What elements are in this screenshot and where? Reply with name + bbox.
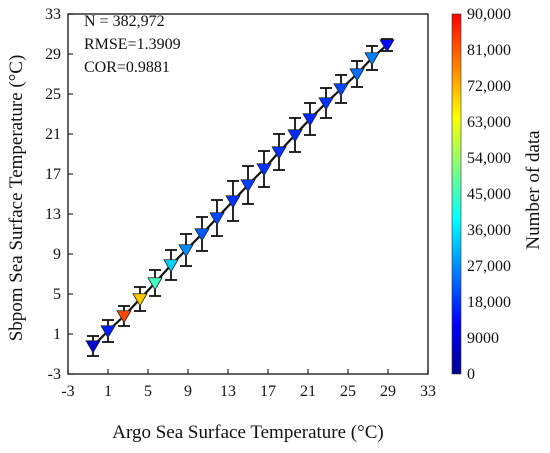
data-point-marker: [178, 244, 194, 258]
x-tick-label: 1: [104, 383, 112, 400]
colorbar-tick-label: 27,000: [467, 258, 511, 275]
y-tick-label: 5: [53, 286, 61, 303]
colorbar-title: Number of data: [523, 130, 544, 250]
annotation-rmse: RMSE=1.3909: [84, 36, 181, 53]
x-tick-label: 25: [340, 383, 356, 400]
y-tick-label: 33: [45, 6, 61, 23]
x-tick-label: 9: [184, 383, 192, 400]
x-axis-title: Argo Sea Surface Temperature (°C): [112, 422, 383, 443]
data-point-marker: [256, 163, 272, 177]
colorbar-tick-label: 9000: [467, 330, 499, 347]
colorbar-tick-label: 18,000: [467, 294, 511, 311]
x-tick-label: 13: [220, 383, 236, 400]
statistics-annotation: N = 382,972 RMSE=1.3909 COR=0.9881: [84, 13, 181, 76]
colorbar-tick-label: 54,000: [467, 150, 511, 167]
x-tick-label: 17: [260, 383, 276, 400]
y-tick-label: 17: [45, 166, 61, 183]
colorbar: 90,000 81,000 72,000 63,000 54,000 45,000 36,0…: [451, 6, 511, 383]
y-tick-label: 1: [53, 326, 61, 343]
data-point-marker: [240, 179, 256, 193]
annotation-correlation: COR=0.9881: [84, 59, 170, 76]
y-tick-label: 13: [45, 206, 61, 223]
x-tick-label: 33: [420, 383, 436, 400]
y-axis-title: Sbpom Sea Surface Temperature (°C): [6, 55, 27, 342]
y-tick-label: -3: [48, 366, 61, 383]
data-point-marker: [379, 39, 395, 53]
data-point-marker: [132, 293, 148, 307]
data-point-marker: [364, 52, 380, 66]
colorbar-tick-label: 36,000: [467, 222, 511, 239]
y-tick-label: 9: [53, 246, 61, 263]
x-tick-label: 5: [144, 383, 152, 400]
y-tick-label: 25: [45, 86, 61, 103]
data-point-marker: [163, 259, 179, 273]
data-point-marker: [147, 277, 163, 291]
y-tick-label: 21: [45, 126, 61, 143]
data-point-marker: [100, 325, 116, 339]
data-point-marker: [318, 97, 334, 111]
data-point-marker: [194, 228, 210, 242]
data-point-marker: [85, 340, 101, 354]
data-point-marker: [116, 310, 132, 324]
data-point-marker: [271, 146, 287, 160]
x-tick-label: -3: [61, 383, 74, 400]
colorbar-tick-label: 0: [467, 366, 475, 383]
data-point-marker: [333, 83, 349, 97]
data-point-marker: [287, 129, 303, 143]
colorbar-tick-label: 90,000: [467, 6, 511, 23]
data-point-marker: [209, 212, 225, 226]
plot-area: -3 1 5 9 13 17 21 25 29 33 -3 1 5 9 13 17 21 25 29 33: [45, 6, 436, 400]
colorbar-gradient: [451, 13, 462, 375]
colorbar-tick-label: 72,000: [467, 78, 511, 95]
data-point-marker: [349, 68, 365, 82]
x-tick-label: 21: [300, 383, 316, 400]
colorbar-tick-label: 45,000: [467, 186, 511, 203]
y-tick-label: 29: [45, 46, 61, 63]
data-point-marker: [302, 113, 318, 127]
x-tick-label: 29: [380, 383, 396, 400]
colorbar-tick-label: 81,000: [467, 42, 511, 59]
annotation-sample-count: N = 382,972: [84, 13, 165, 30]
plot-frame: [67, 13, 429, 375]
colorbar-tick-label: 63,000: [467, 114, 511, 131]
data-point-marker: [225, 195, 241, 209]
